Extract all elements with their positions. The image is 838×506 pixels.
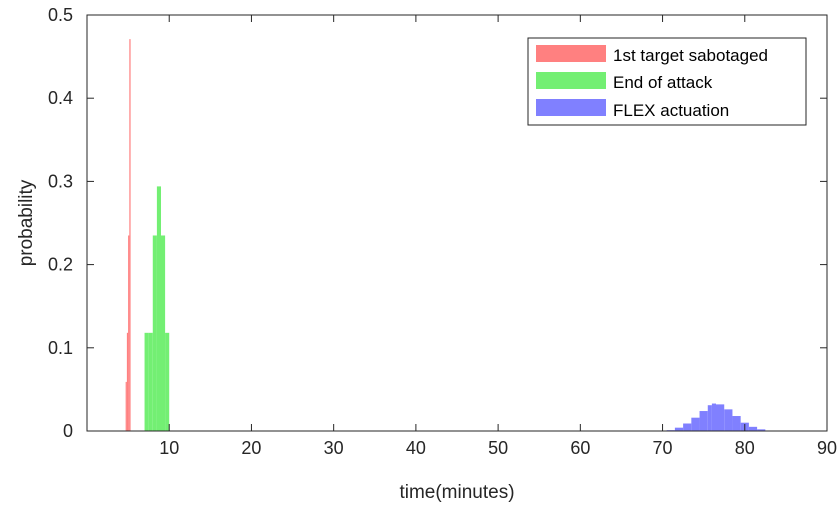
plot-area-frame bbox=[86, 14, 828, 432]
bars-layer bbox=[125, 39, 774, 432]
bar-flex-actuation-8 bbox=[724, 409, 733, 431]
bar-flex-actuation-1 bbox=[674, 427, 684, 431]
bar-1st-target-sabotaged-2 bbox=[128, 235, 130, 431]
x-tick-label-90: 90 bbox=[817, 438, 837, 458]
legend-swatch-end-of-attack bbox=[536, 72, 606, 89]
bar-end-of-attack-0 bbox=[144, 332, 149, 431]
x-tick-label-80: 80 bbox=[735, 438, 755, 458]
bar-flex-actuation-2 bbox=[683, 423, 692, 431]
bar-1st-target-sabotaged-0 bbox=[125, 381, 127, 431]
legend-label-end-of-attack: End of attack bbox=[613, 73, 713, 92]
y-tick-label-0.1: 0.1 bbox=[48, 338, 73, 358]
ticks-layer: 10 20 30 40 50 60 70 80 90 0 0.1 0.2 0.3 0.4 0.5 bbox=[48, 5, 837, 458]
y-tick-label-0.3: 0.3 bbox=[48, 171, 73, 191]
x-tick-label-50: 50 bbox=[488, 438, 508, 458]
bar-flex-actuation-9 bbox=[732, 416, 741, 431]
x-tick-label-20: 20 bbox=[241, 438, 261, 458]
bar-1st-target-sabotaged-3 bbox=[129, 39, 131, 432]
legend: 1st target sabotaged End of attack FLEX … bbox=[527, 37, 807, 126]
x-axis-label: time(minutes) bbox=[399, 482, 514, 503]
bar-end-of-attack-4 bbox=[161, 235, 166, 431]
bar-end-of-attack-1 bbox=[148, 332, 153, 431]
y-tick-label-0.4: 0.4 bbox=[48, 88, 73, 108]
legend-label-1st-target-sabotaged: 1st target sabotaged bbox=[613, 46, 768, 65]
x-tick-label-30: 30 bbox=[324, 438, 344, 458]
bar-end-of-attack-5 bbox=[165, 332, 170, 431]
legend-swatch-flex-actuation bbox=[536, 99, 606, 116]
bar-end-of-attack-3 bbox=[156, 186, 161, 431]
bar-end-of-attack-2 bbox=[152, 235, 157, 431]
y-axis-label: probability bbox=[16, 179, 37, 266]
bar-flex-actuation-5 bbox=[707, 405, 712, 431]
y-tick-label-0: 0 bbox=[63, 421, 73, 441]
x-tick-label-70: 70 bbox=[653, 438, 673, 458]
x-tick-label-60: 60 bbox=[570, 438, 590, 458]
bar-flex-actuation-12 bbox=[757, 429, 766, 431]
bar-flex-actuation-7 bbox=[716, 404, 725, 431]
y-tick-label-0.2: 0.2 bbox=[48, 255, 73, 275]
x-tick-label-40: 40 bbox=[406, 438, 426, 458]
bar-flex-actuation-6 bbox=[711, 403, 716, 431]
bar-1st-target-sabotaged-1 bbox=[126, 332, 129, 431]
legend-swatch-1st-target-sabotaged bbox=[536, 45, 606, 62]
bar-flex-actuation-4 bbox=[699, 411, 708, 431]
y-tick-label-0.5: 0.5 bbox=[48, 5, 73, 25]
bar-flex-actuation-3 bbox=[691, 417, 700, 431]
bar-flex-actuation-11 bbox=[748, 426, 758, 431]
x-tick-label-10: 10 bbox=[159, 438, 179, 458]
legend-label-flex-actuation: FLEX actuation bbox=[613, 101, 729, 120]
